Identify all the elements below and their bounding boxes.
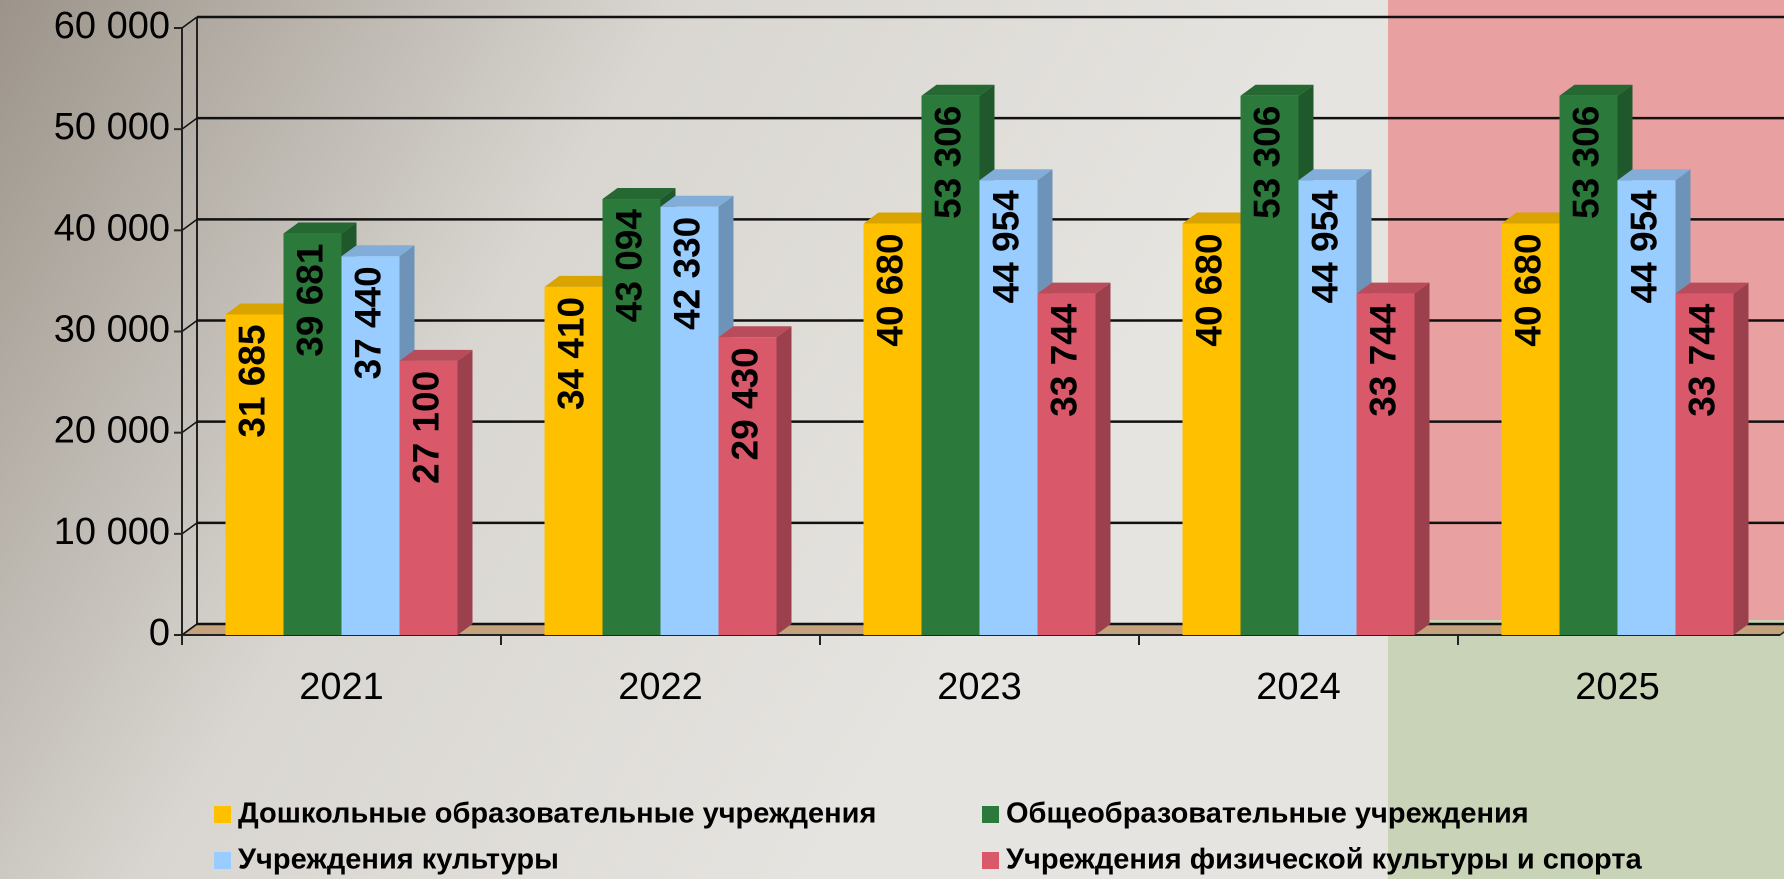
x-tick-label: 2022 [618,666,703,708]
legend-label: Общеобразовательные учреждения [1006,798,1529,830]
bar [1675,293,1734,635]
legend-label: Учреждения физической культуры и спорта [1006,844,1643,876]
bar [602,199,661,636]
bar-top [225,303,299,315]
bar-top [921,84,995,96]
bar-top [1182,212,1256,224]
bar-top [1675,282,1749,294]
bar [1182,223,1241,636]
legend-label: Дошкольные образовательные учреждения [238,798,876,830]
bar [863,223,922,636]
y-tick-label: 0 [149,612,170,654]
value-label: 40 680 [1188,233,1229,346]
value-label: 31 685 [231,324,272,437]
value-label: 37 440 [347,266,388,379]
bar-side [1733,282,1749,635]
value-label: 43 094 [608,209,649,323]
background-emblem [1388,620,1784,879]
bar-top [1356,282,1430,294]
bar [1240,95,1299,636]
bar-top [660,195,734,207]
y-tick-label: 40 000 [54,207,170,249]
bar [921,95,980,636]
bar-top [1617,169,1691,181]
value-label: 33 744 [1681,303,1722,417]
value-label: 40 680 [1507,233,1548,346]
bar-top [544,275,618,287]
value-label: 29 430 [724,347,765,460]
bar [399,360,458,635]
grid-line-side [181,218,198,231]
value-label: 53 306 [927,106,968,219]
bar [544,286,603,635]
bar-top [341,245,415,257]
bar-top [1559,84,1633,96]
bar-top [863,212,937,224]
y-tick-label: 20 000 [54,410,170,452]
bar-top [283,222,357,234]
bar-side [1095,282,1111,635]
grid-line-side [181,421,198,434]
value-label: 44 954 [1623,190,1664,304]
bar-side [1414,282,1430,635]
bar-top [1298,169,1372,181]
legend-swatch [214,852,231,869]
value-label: 34 410 [550,297,591,410]
bar [225,314,284,635]
value-label: 44 954 [1304,190,1345,304]
bar [1356,293,1415,635]
x-tick-label: 2024 [1256,666,1341,708]
grid-line-side [181,623,198,636]
bar [1559,95,1618,636]
value-label: 27 100 [405,371,446,484]
value-label: 33 744 [1362,303,1403,417]
y-tick-label: 50 000 [54,106,170,148]
grid-line-side [181,522,198,535]
x-tick-label: 2023 [937,666,1022,708]
value-label: 53 306 [1565,106,1606,219]
value-label: 39 681 [289,244,330,357]
bar [283,233,342,635]
bar-top [399,349,473,361]
legend-swatch [982,806,999,823]
bar [1298,180,1357,635]
bar [660,206,719,635]
bar [1037,293,1096,635]
value-label: 53 306 [1246,106,1287,219]
bar-top [1501,212,1575,224]
y-tick-label: 30 000 [54,309,170,351]
legend-swatch [214,806,231,823]
value-label: 40 680 [869,233,910,346]
bar-side [776,326,792,635]
grid-line-side [181,16,198,29]
bar-top [979,169,1053,181]
bar-top [718,326,792,338]
value-label: 33 744 [1043,303,1084,417]
grid-line-side [181,319,198,333]
bar-side [457,349,473,635]
value-label: 44 954 [985,190,1026,304]
bar-top [602,188,676,200]
y-tick-label: 10 000 [54,511,170,553]
value-label: 42 330 [666,217,707,330]
bar [718,337,777,635]
bar-top [1240,84,1314,96]
legend-swatch [982,852,999,869]
x-tick-label: 2021 [299,666,384,708]
bar-top [1037,282,1111,294]
y-tick-label: 60 000 [54,5,170,47]
bar [1501,223,1560,636]
x-tick-label: 2025 [1575,666,1660,708]
bar [341,256,400,635]
legend-label: Учреждения культуры [238,844,559,876]
bar [1617,180,1676,635]
bar [979,180,1038,635]
grid-line-side [181,117,198,130]
